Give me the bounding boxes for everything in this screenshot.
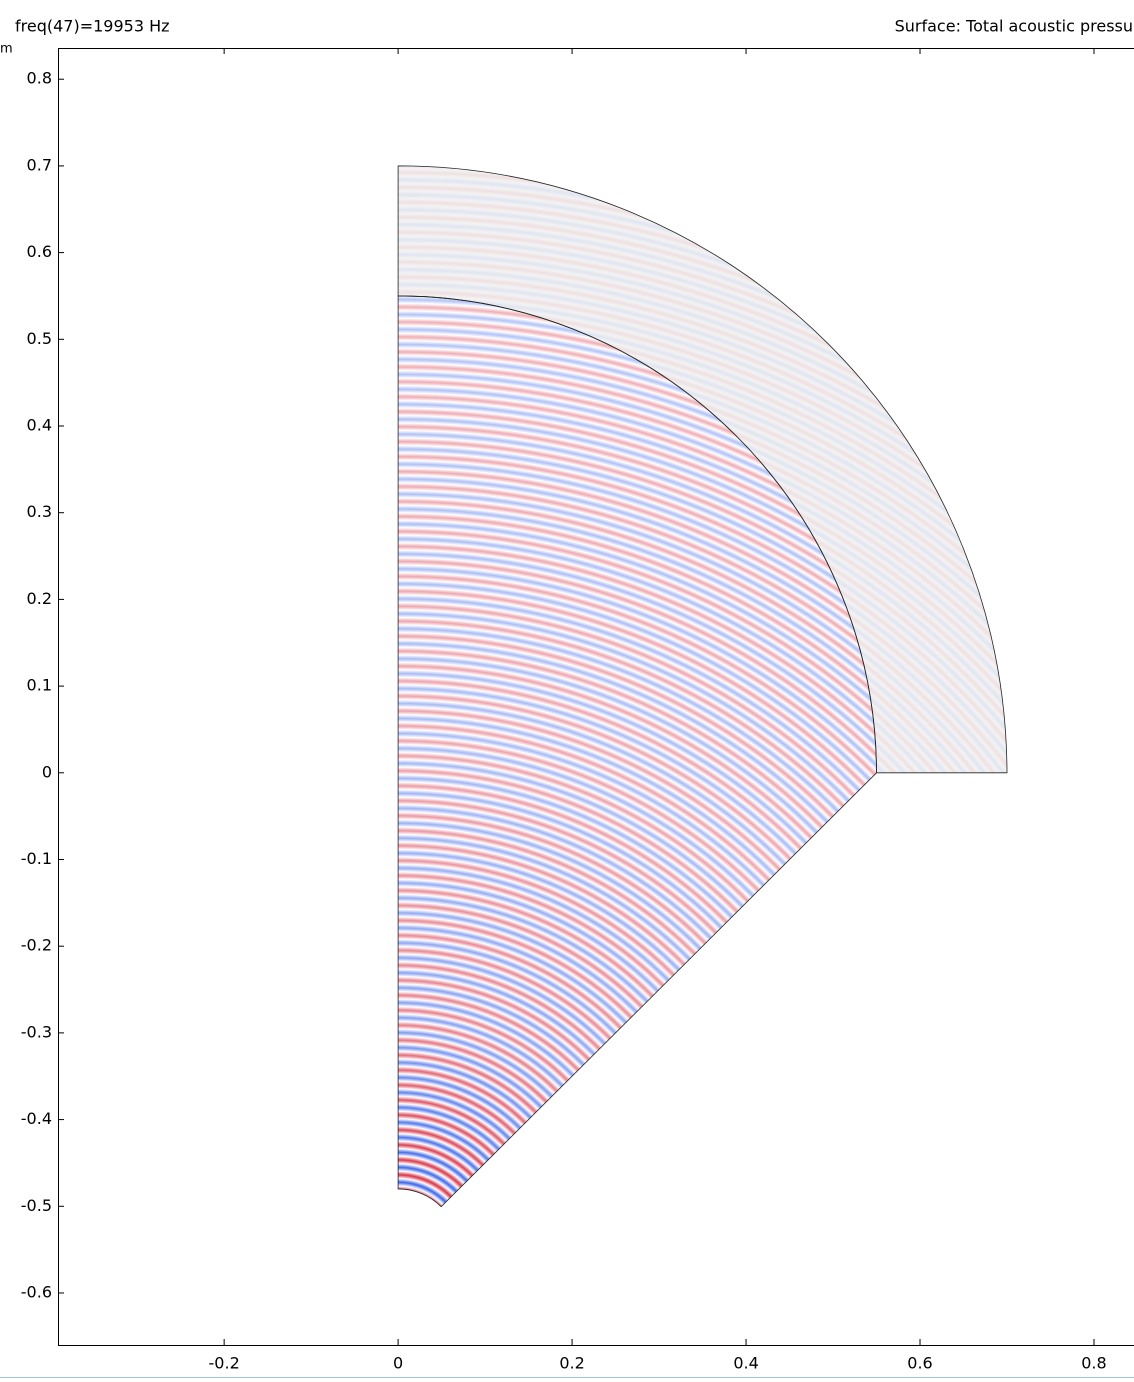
y-tick-label: -0.3 <box>21 1022 52 1041</box>
x-tick-label: -0.2 <box>209 1354 240 1373</box>
y-tick-label: 0.1 <box>27 676 52 695</box>
y-tick-label: 0.6 <box>27 242 52 261</box>
y-tick-label: 0.4 <box>27 416 52 435</box>
y-tick-label: 0.2 <box>27 589 52 608</box>
plot-area <box>397 165 1008 1208</box>
chart-title: freq(47)=19953 Hz <box>15 17 170 36</box>
y-tick-label: -0.6 <box>21 1282 52 1301</box>
x-tick-label: 0.2 <box>559 1354 584 1373</box>
y-tick-label: 0.8 <box>27 69 52 88</box>
outer-ripple <box>398 165 1007 773</box>
chart-subtitle: Surface: Total acoustic pressu <box>895 17 1133 36</box>
x-tick-label: 0.4 <box>733 1354 758 1373</box>
y-tick-label: -0.1 <box>21 849 52 868</box>
plot-frame <box>58 48 1134 1346</box>
y-tick-label: 0.3 <box>27 502 52 521</box>
y-tick-label: -0.2 <box>21 936 52 955</box>
x-tick-label: 0.6 <box>907 1354 932 1373</box>
y-tick-label: -0.4 <box>21 1109 52 1128</box>
y-tick-label: 0 <box>42 762 52 781</box>
y-tick-label: 0.7 <box>27 155 52 174</box>
domain-boundary <box>397 165 1008 774</box>
x-tick-label: 0 <box>393 1354 403 1373</box>
y-tick-label: 0.5 <box>27 329 52 348</box>
y-tick-label: -0.5 <box>21 1196 52 1215</box>
x-tick-label: 0.8 <box>1081 1354 1106 1373</box>
axis-unit: m <box>0 42 13 57</box>
pressure-fade <box>398 295 877 1207</box>
